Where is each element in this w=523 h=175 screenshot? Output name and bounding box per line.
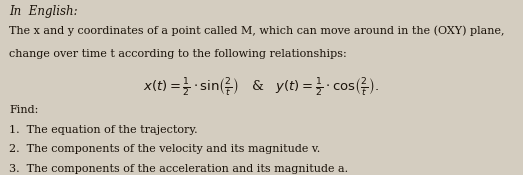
Text: The x and y coordinates of a point called M, which can move around in the (OXY) : The x and y coordinates of a point calle… bbox=[9, 25, 505, 36]
Text: change over time t according to the following relationships:: change over time t according to the foll… bbox=[9, 49, 347, 59]
Text: $x(t) = \frac{1}{2} \cdot \sin\!\left(\frac{2}{t}\right)$   &   $y(t) = \frac{1}: $x(t) = \frac{1}{2} \cdot \sin\!\left(\f… bbox=[143, 76, 380, 98]
Text: 3.  The components of the acceleration and its magnitude a.: 3. The components of the acceleration an… bbox=[9, 164, 348, 174]
Text: 2.  The components of the velocity and its magnitude v.: 2. The components of the velocity and it… bbox=[9, 144, 321, 154]
Text: Find:: Find: bbox=[9, 105, 39, 115]
Text: In  English:: In English: bbox=[9, 5, 78, 18]
Text: 1.  The equation of the trajectory.: 1. The equation of the trajectory. bbox=[9, 125, 198, 135]
